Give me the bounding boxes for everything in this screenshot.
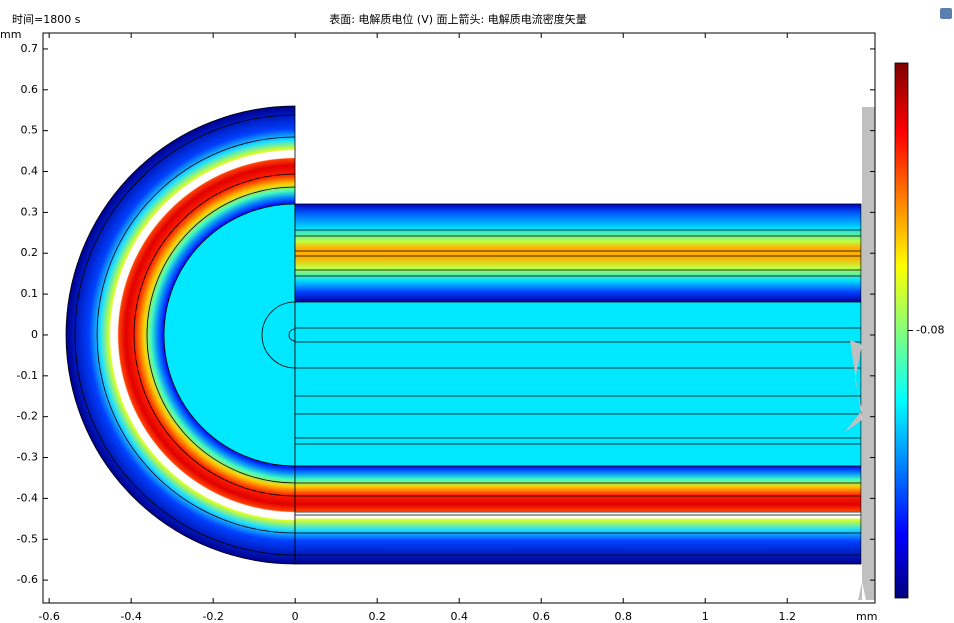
chart-title: 表面: 电解质电位 (V) 面上箭头: 电解质电流密度矢量 [329,12,587,26]
y-tick-label: 0.3 [21,205,39,218]
y-tick-label: -0.6 [17,573,38,586]
y-tick-label: 0.5 [21,124,39,137]
y-tick-label: 0.2 [21,246,39,259]
x-tick-label: 0.8 [614,610,632,623]
colorbar [894,62,909,599]
y-tick-label: 0.6 [21,83,39,96]
x-tick-label: 0 [292,610,299,623]
x-tick-label: -0.4 [120,610,141,623]
x-tick-label: -0.6 [38,610,59,623]
y-tick-label: 0.7 [21,42,39,55]
x-tick-label: 0.2 [368,610,386,623]
x-tick-label: 1 [702,610,709,623]
x-unit: mm [856,610,877,623]
y-tick-label: -0.4 [17,491,38,504]
y-tick-label: 0 [31,328,38,341]
y-tick-label: 0.4 [21,165,39,178]
time-label: 时间=1800 s [12,13,81,26]
y-tick-label: -0.5 [17,532,38,545]
y-tick-label: 0.1 [21,287,39,300]
x-tick-label: 0.4 [450,610,468,623]
y-unit: mm [0,28,21,41]
toolbar-icon[interactable] [940,8,952,19]
field [65,105,875,600]
y-tick-label: -0.2 [17,410,38,423]
x-tick-label: 1.2 [778,610,796,623]
y-tick-label: -0.1 [17,369,38,382]
colorbar-tick-label: -0.08 [916,324,944,337]
x-tick-label: -0.2 [202,610,223,623]
y-tick-label: -0.3 [17,451,38,464]
x-tick-label: 0.6 [532,610,550,623]
